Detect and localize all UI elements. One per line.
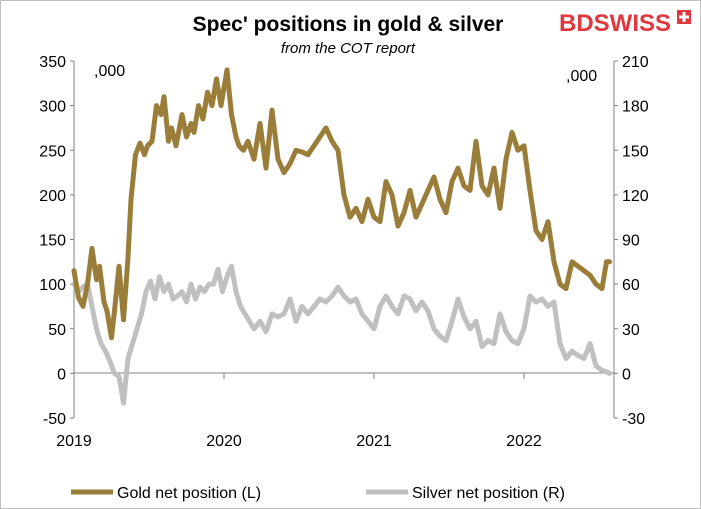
legend-label-silver: Silver net position (R) [412, 485, 565, 502]
left-axis-ticks: -50 0 50 100 150 200 250 300 350 [39, 54, 74, 428]
x-axis-ticks: 2019 2020 2021 2022 [56, 373, 542, 450]
left-tick-label: 200 [39, 188, 66, 205]
right-tick-label: 150 [622, 143, 649, 160]
left-tick-label: 100 [39, 277, 66, 294]
legend: Gold net position (L) Silver net positio… [71, 485, 565, 502]
brand-logo-text: BDSWISS [559, 10, 671, 37]
chart-subtitle: from the COT report [281, 40, 416, 57]
chart-title: Spec' positions in gold & silver [193, 13, 504, 36]
right-tick-label: 120 [622, 188, 649, 205]
left-tick-label: 250 [39, 143, 66, 160]
series-line-silver [71, 263, 612, 406]
left-tick-label: 0 [57, 366, 66, 383]
right-tick-label: 210 [622, 54, 649, 71]
left-tick-label: -50 [43, 411, 66, 428]
right-tick-label: 0 [622, 366, 631, 383]
right-tick-label: -30 [622, 411, 645, 428]
brand-logo: BDSWISS [559, 10, 691, 37]
right-tick-label: 180 [622, 99, 649, 116]
right-axis-ticks: -30 0 30 60 90 120 150 180 210 [614, 54, 649, 428]
x-tick-label: 2020 [206, 433, 242, 450]
x-tick-label: 2022 [506, 433, 542, 450]
left-tick-label: 50 [48, 322, 66, 339]
legend-label-gold: Gold net position (L) [117, 485, 261, 502]
x-tick-label: 2019 [56, 433, 92, 450]
right-tick-label: 60 [622, 277, 640, 294]
right-unit-label: ,000 [566, 68, 597, 85]
left-tick-label: 350 [39, 54, 66, 71]
right-tick-label: 30 [622, 322, 640, 339]
series-layer [71, 67, 612, 406]
series-line-gold [71, 67, 612, 341]
left-tick-label: 150 [39, 233, 66, 250]
right-tick-label: 90 [622, 233, 640, 250]
left-tick-label: 300 [39, 99, 66, 116]
x-tick-label: 2021 [356, 433, 392, 450]
left-unit-label: ,000 [94, 63, 125, 80]
